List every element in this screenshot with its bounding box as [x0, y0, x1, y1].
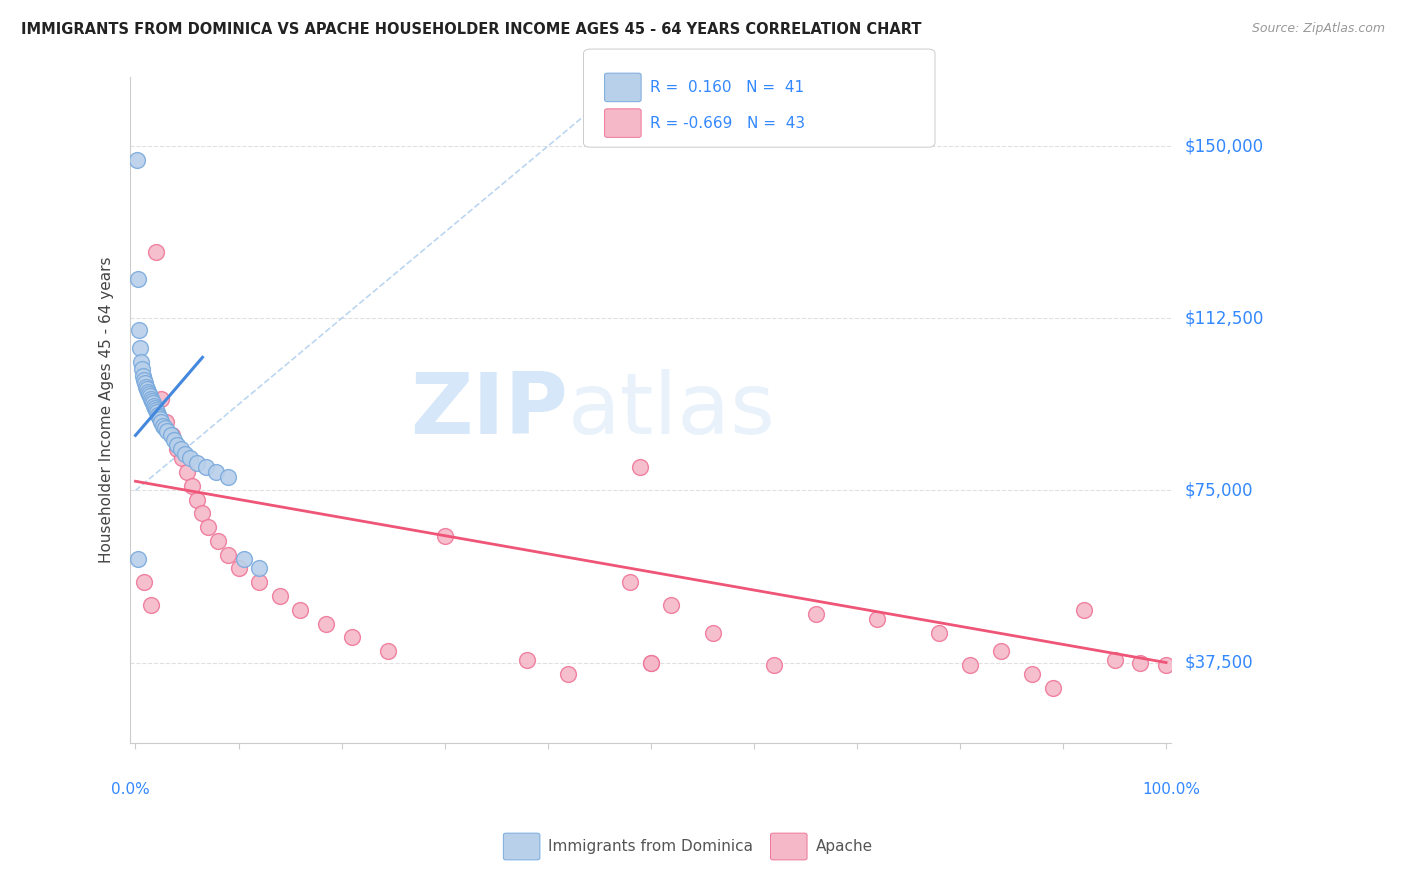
Point [145, 244, 167, 259]
Point [127, 552, 149, 566]
Point [1042, 681, 1064, 695]
Text: $150,000: $150,000 [1185, 137, 1264, 155]
Point [866, 612, 889, 626]
Text: Apache: Apache [815, 839, 873, 854]
Point [131, 368, 153, 383]
Point [128, 323, 150, 337]
Point [142, 396, 165, 410]
Point [1021, 667, 1043, 681]
Point [136, 384, 159, 399]
Text: atlas: atlas [568, 368, 776, 451]
Point [125, 153, 148, 167]
Point [640, 656, 662, 670]
Point [959, 657, 981, 672]
Point [143, 399, 166, 413]
Point [139, 598, 162, 612]
Text: R =  0.160   N =  41: R = 0.160 N = 41 [650, 80, 804, 95]
Text: Source: ZipAtlas.com: Source: ZipAtlas.com [1251, 22, 1385, 36]
Point [149, 412, 172, 426]
Text: 100.0%: 100.0% [1142, 781, 1201, 797]
Point [145, 403, 167, 417]
Point [804, 607, 827, 622]
Point [129, 355, 152, 369]
Point [1129, 656, 1152, 670]
Point [1154, 657, 1177, 672]
Point [150, 392, 173, 406]
Point [132, 575, 155, 590]
Point [207, 533, 229, 548]
Point [134, 376, 156, 390]
Point [166, 442, 188, 457]
Point [155, 415, 177, 429]
Point [138, 387, 160, 401]
Text: ZIP: ZIP [409, 368, 568, 451]
Point [232, 552, 254, 566]
Point [160, 428, 183, 442]
Point [315, 616, 337, 631]
Point [194, 460, 217, 475]
Point [139, 392, 162, 406]
Point [146, 408, 169, 422]
Point [179, 451, 201, 466]
Text: $37,500: $37,500 [1185, 654, 1254, 672]
Point [702, 625, 724, 640]
Point [135, 383, 157, 397]
Point [191, 507, 214, 521]
Point [928, 625, 950, 640]
Point [247, 561, 270, 575]
Point [990, 644, 1012, 658]
Point [132, 373, 155, 387]
Point [131, 361, 153, 376]
Point [516, 653, 538, 667]
Point [290, 603, 312, 617]
Point [127, 272, 149, 286]
Point [1073, 603, 1095, 617]
Point [143, 401, 166, 415]
Point [640, 656, 662, 670]
Point [139, 389, 162, 403]
Point [247, 575, 270, 590]
Point [159, 428, 181, 442]
Point [150, 415, 173, 429]
Point [186, 456, 208, 470]
Point [197, 520, 219, 534]
Point [170, 442, 193, 457]
Point [217, 469, 239, 483]
Text: Immigrants from Dominica: Immigrants from Dominica [548, 839, 754, 854]
Point [763, 657, 786, 672]
Point [176, 465, 198, 479]
Point [186, 492, 208, 507]
Point [162, 433, 184, 447]
Point [377, 644, 399, 658]
Point [1104, 653, 1126, 667]
Point [557, 667, 579, 681]
Text: R = -0.669   N =  43: R = -0.669 N = 43 [650, 116, 804, 130]
Text: IMMIGRANTS FROM DOMINICA VS APACHE HOUSEHOLDER INCOME AGES 45 - 64 YEARS CORRELA: IMMIGRANTS FROM DOMINICA VS APACHE HOUSE… [21, 22, 921, 37]
Point [205, 465, 228, 479]
Point [135, 380, 157, 394]
Point [269, 589, 291, 603]
Point [152, 419, 174, 434]
Point [156, 424, 179, 438]
Text: $112,500: $112,500 [1185, 310, 1264, 327]
Point [181, 479, 204, 493]
Text: $75,000: $75,000 [1185, 482, 1254, 500]
Point [155, 421, 177, 435]
Y-axis label: Householder Income Ages 45 - 64 years: Householder Income Ages 45 - 64 years [100, 257, 114, 564]
Point [146, 405, 169, 419]
Point [128, 341, 150, 355]
Point [340, 630, 363, 644]
Point [228, 561, 250, 575]
Point [433, 529, 456, 543]
Point [661, 598, 683, 612]
Point [174, 447, 197, 461]
Point [170, 451, 193, 466]
Point [619, 575, 641, 590]
Point [630, 460, 652, 475]
Point [217, 548, 239, 562]
Point [141, 394, 163, 409]
Point [166, 437, 188, 451]
Text: 0.0%: 0.0% [111, 781, 149, 797]
Point [148, 410, 170, 425]
